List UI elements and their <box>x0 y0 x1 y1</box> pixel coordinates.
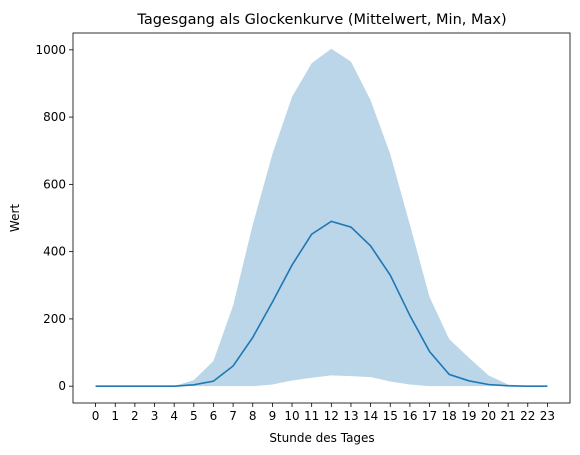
y-axis-label: Wert <box>8 204 22 232</box>
x-tick-label: 23 <box>540 409 555 423</box>
y-tick-label: 600 <box>43 177 66 191</box>
x-tick-label: 21 <box>500 409 515 423</box>
x-tick-label: 11 <box>304 409 319 423</box>
x-tick-label: 19 <box>461 409 476 423</box>
x-tick-label: 7 <box>229 409 237 423</box>
x-tick-label: 15 <box>383 409 398 423</box>
y-tick-label: 1000 <box>35 43 66 57</box>
x-axis: 0 1 2 3 4 5 6 7 8 9 10 11 12 13 14 15 16 17 18 19 20 21 22 23 <box>92 403 555 423</box>
plot-area <box>72 32 571 404</box>
y-tick-label: 400 <box>43 245 66 259</box>
x-tick-label: 12 <box>324 409 339 423</box>
mean-line <box>95 220 548 387</box>
x-tick-label: 17 <box>422 409 437 423</box>
x-tick-label: 22 <box>520 409 535 423</box>
min-max-band <box>95 48 548 387</box>
x-tick-label: 6 <box>210 409 218 423</box>
x-tick-label: 16 <box>402 409 417 423</box>
x-tick-label: 10 <box>284 409 299 423</box>
y-tick-label: 800 <box>43 110 66 124</box>
x-tick-label: 0 <box>92 409 100 423</box>
x-tick-label: 4 <box>170 409 178 423</box>
x-tick-label: 1 <box>111 409 119 423</box>
x-tick-label: 13 <box>343 409 358 423</box>
y-tick-label: 200 <box>43 312 66 326</box>
x-tick-label: 20 <box>481 409 496 423</box>
x-tick-label: 18 <box>442 409 457 423</box>
chart-title: Tagesgang als Glockenkurve (Mittelwert, … <box>136 12 506 28</box>
x-tick-label: 8 <box>249 409 257 423</box>
y-axis: 0 200 400 600 800 1000 <box>35 43 73 393</box>
x-tick-label: 2 <box>131 409 139 423</box>
plot-frame <box>72 32 571 404</box>
x-tick-label: 5 <box>190 409 198 423</box>
x-tick-label: 14 <box>363 409 378 423</box>
x-tick-label: 3 <box>151 409 159 423</box>
x-axis-label: Stunde des Tages <box>269 431 374 445</box>
x-tick-label: 9 <box>269 409 277 423</box>
y-tick-label: 0 <box>58 379 66 393</box>
